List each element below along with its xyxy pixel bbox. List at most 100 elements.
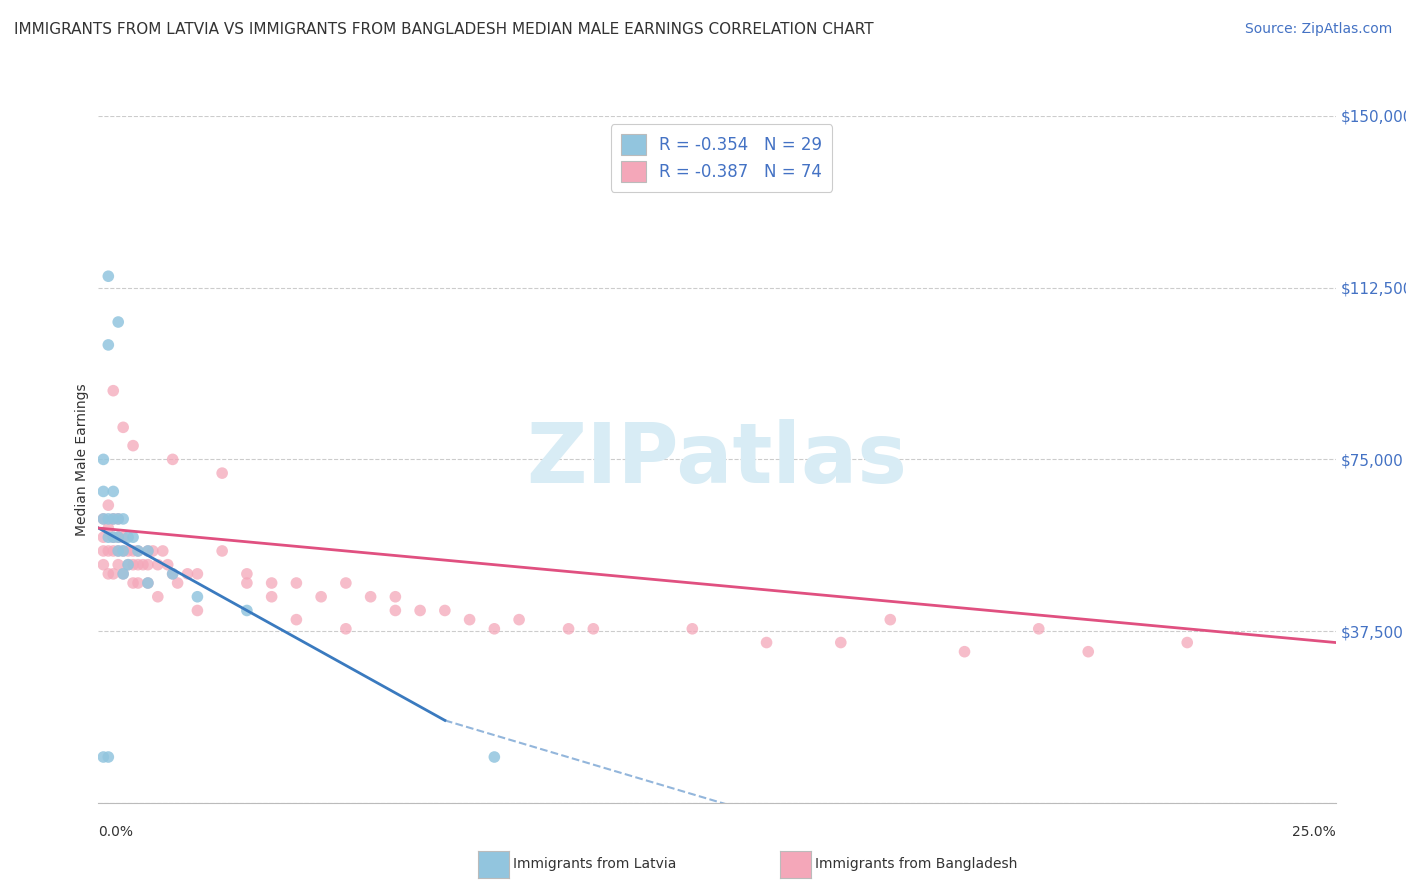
Point xyxy=(433,603,456,617)
Point xyxy=(953,645,976,659)
Point xyxy=(136,576,159,591)
Point xyxy=(107,512,129,526)
Point xyxy=(132,558,155,572)
Point xyxy=(142,544,165,558)
Point xyxy=(146,590,169,604)
Point xyxy=(211,466,233,480)
Point xyxy=(557,622,579,636)
Point xyxy=(285,576,308,591)
Point xyxy=(136,544,159,558)
Point xyxy=(186,566,208,581)
Point xyxy=(830,635,852,649)
Point xyxy=(97,521,120,535)
Text: Immigrants from Bangladesh: Immigrants from Bangladesh xyxy=(815,857,1018,871)
Point xyxy=(162,566,184,581)
Y-axis label: Median Male Earnings: Median Male Earnings xyxy=(76,383,90,536)
Point xyxy=(97,530,120,544)
Point xyxy=(384,590,406,604)
Point xyxy=(309,590,332,604)
Point xyxy=(97,498,120,512)
Point xyxy=(117,530,139,544)
Point xyxy=(103,384,125,398)
Point xyxy=(1028,622,1050,636)
Point xyxy=(97,566,120,581)
Point xyxy=(755,635,778,649)
Text: ZIPatlas: ZIPatlas xyxy=(527,419,907,500)
Point xyxy=(1077,645,1099,659)
Point xyxy=(136,558,159,572)
Point xyxy=(93,512,115,526)
Point xyxy=(93,530,115,544)
Point xyxy=(117,558,139,572)
Point xyxy=(146,558,169,572)
Point xyxy=(107,530,129,544)
Point xyxy=(166,576,188,591)
Point xyxy=(127,544,149,558)
Point xyxy=(93,558,115,572)
Point xyxy=(260,590,283,604)
Point xyxy=(236,566,259,581)
Point xyxy=(127,544,149,558)
Point xyxy=(103,544,125,558)
Text: IMMIGRANTS FROM LATVIA VS IMMIGRANTS FROM BANGLADESH MEDIAN MALE EARNINGS CORREL: IMMIGRANTS FROM LATVIA VS IMMIGRANTS FRO… xyxy=(14,22,873,37)
Point xyxy=(93,512,115,526)
Point xyxy=(236,576,259,591)
Text: Immigrants from Latvia: Immigrants from Latvia xyxy=(513,857,676,871)
Point xyxy=(236,603,259,617)
Point xyxy=(260,576,283,591)
Point xyxy=(152,544,174,558)
Point xyxy=(122,544,145,558)
Point xyxy=(107,530,129,544)
Point xyxy=(112,544,135,558)
Point xyxy=(97,269,120,284)
Legend: R = -0.354   N = 29, R = -0.387   N = 74: R = -0.354 N = 29, R = -0.387 N = 74 xyxy=(612,124,832,192)
Point xyxy=(879,613,901,627)
Point xyxy=(117,544,139,558)
Point xyxy=(93,452,115,467)
Point xyxy=(458,613,481,627)
Point xyxy=(97,750,120,764)
Point xyxy=(103,530,125,544)
Point xyxy=(127,558,149,572)
Point xyxy=(360,590,382,604)
Point xyxy=(162,452,184,467)
Point xyxy=(136,576,159,591)
Point xyxy=(103,484,125,499)
Point xyxy=(107,558,129,572)
Point xyxy=(384,603,406,617)
Point xyxy=(186,590,208,604)
Point xyxy=(103,530,125,544)
Point xyxy=(335,576,357,591)
Point xyxy=(335,622,357,636)
Point xyxy=(112,544,135,558)
Text: 0.0%: 0.0% xyxy=(98,825,134,839)
Point xyxy=(103,512,125,526)
Point xyxy=(97,338,120,352)
Point xyxy=(103,512,125,526)
Point xyxy=(211,544,233,558)
Point xyxy=(112,566,135,581)
Point xyxy=(582,622,605,636)
Point xyxy=(112,566,135,581)
Point xyxy=(136,544,159,558)
Point xyxy=(107,544,129,558)
Point xyxy=(176,566,198,581)
Point xyxy=(681,622,703,636)
Point xyxy=(112,530,135,544)
Point xyxy=(107,544,129,558)
Point xyxy=(186,603,208,617)
Point xyxy=(122,558,145,572)
Point xyxy=(156,558,179,572)
Point xyxy=(93,750,115,764)
Point xyxy=(162,566,184,581)
Point xyxy=(508,613,530,627)
Point xyxy=(97,512,120,526)
Point xyxy=(1175,635,1198,649)
Point xyxy=(107,512,129,526)
Text: Source: ZipAtlas.com: Source: ZipAtlas.com xyxy=(1244,22,1392,37)
Point xyxy=(484,750,506,764)
Point xyxy=(127,576,149,591)
Point xyxy=(97,544,120,558)
Point xyxy=(484,622,506,636)
Point xyxy=(285,613,308,627)
